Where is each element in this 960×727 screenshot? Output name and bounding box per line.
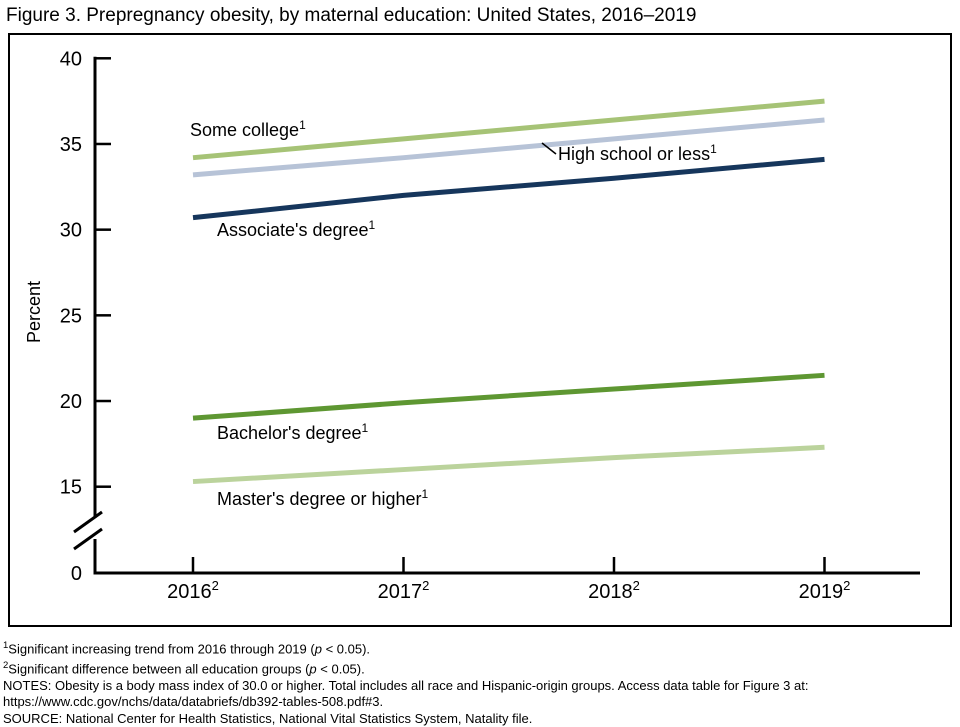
x-tick-label: 20182 <box>588 578 640 603</box>
x-tick-label: 20172 <box>378 578 430 603</box>
line-high-school-or-less <box>192 117 825 178</box>
footnote-marker: 1 <box>299 118 306 132</box>
source-line: SOURCE: National Center for Health Stati… <box>3 710 533 726</box>
series-label-bachelors-degree: Bachelor's degree1 <box>217 421 368 444</box>
figure-title: Figure 3. Prepregnancy obesity, by mater… <box>6 5 697 26</box>
y-origin-label: 0 <box>71 563 82 585</box>
series-label-text: Bachelor's degree <box>217 423 362 443</box>
footnote-marker: 1 <box>361 421 369 435</box>
series-label-high-school-or-less: High school or less1 <box>558 142 717 165</box>
footnote-marker: 1 <box>421 487 429 501</box>
series-label-masters-degree-or-higher: Master's degree or higher1 <box>217 487 428 510</box>
footnote-2: 2Significant difference between all educ… <box>3 659 365 677</box>
footnote-marker: 1 <box>3 640 9 651</box>
y-tick-label: 15 <box>60 477 82 499</box>
footnote-marker: 2 <box>3 659 9 671</box>
line-masters-degree-or-higher <box>192 444 825 485</box>
series-label-text: High school or less <box>558 144 711 164</box>
y-tick-label: 20 <box>60 391 82 413</box>
y-tick-label: 35 <box>60 134 82 156</box>
series-label-associates-degree: Associate's degree1 <box>217 218 375 241</box>
axis-break-slash <box>73 527 103 551</box>
series-label-some-college: Some college1 <box>190 118 306 141</box>
y-tick-label: 30 <box>60 220 82 242</box>
chart-frame: 40 35 30 25 20 15 0 20162 20172 20182 20192 Percen… <box>8 33 952 627</box>
line-associates-degree <box>192 156 825 221</box>
line-bachelors-degree <box>192 372 825 421</box>
x-tick-label: 20162 <box>167 578 219 603</box>
axis-break-slash <box>73 510 103 534</box>
series-label-text: Master's degree or higher <box>217 489 422 509</box>
footnote-1: 1Significant increasing trend from 2016 … <box>3 640 371 657</box>
high-school-label-leader <box>541 142 557 155</box>
chart-canvas: 40 35 30 25 20 15 0 20162 20172 20182 20192 <box>60 48 920 603</box>
y-tick-label: 40 <box>60 48 82 70</box>
x-tick-label: 20192 <box>799 578 851 603</box>
notes-line-2: https://www.cdc.gov/nchs/data/databriefs… <box>3 694 384 710</box>
notes-line-1: NOTES: Obesity is a body mass index of 3… <box>3 677 809 693</box>
footnotes-block: 1Significant increasing trend from 2016 … <box>3 638 953 727</box>
footnote-marker: 1 <box>710 142 717 156</box>
y-axis-title: Percent <box>24 280 44 344</box>
line-some-college <box>192 98 825 161</box>
y-tick-label: 25 <box>60 305 82 327</box>
series-label-text: Associate's degree <box>217 220 369 240</box>
series-label-text: Some college <box>190 120 300 140</box>
footnote-marker: 1 <box>368 218 376 232</box>
